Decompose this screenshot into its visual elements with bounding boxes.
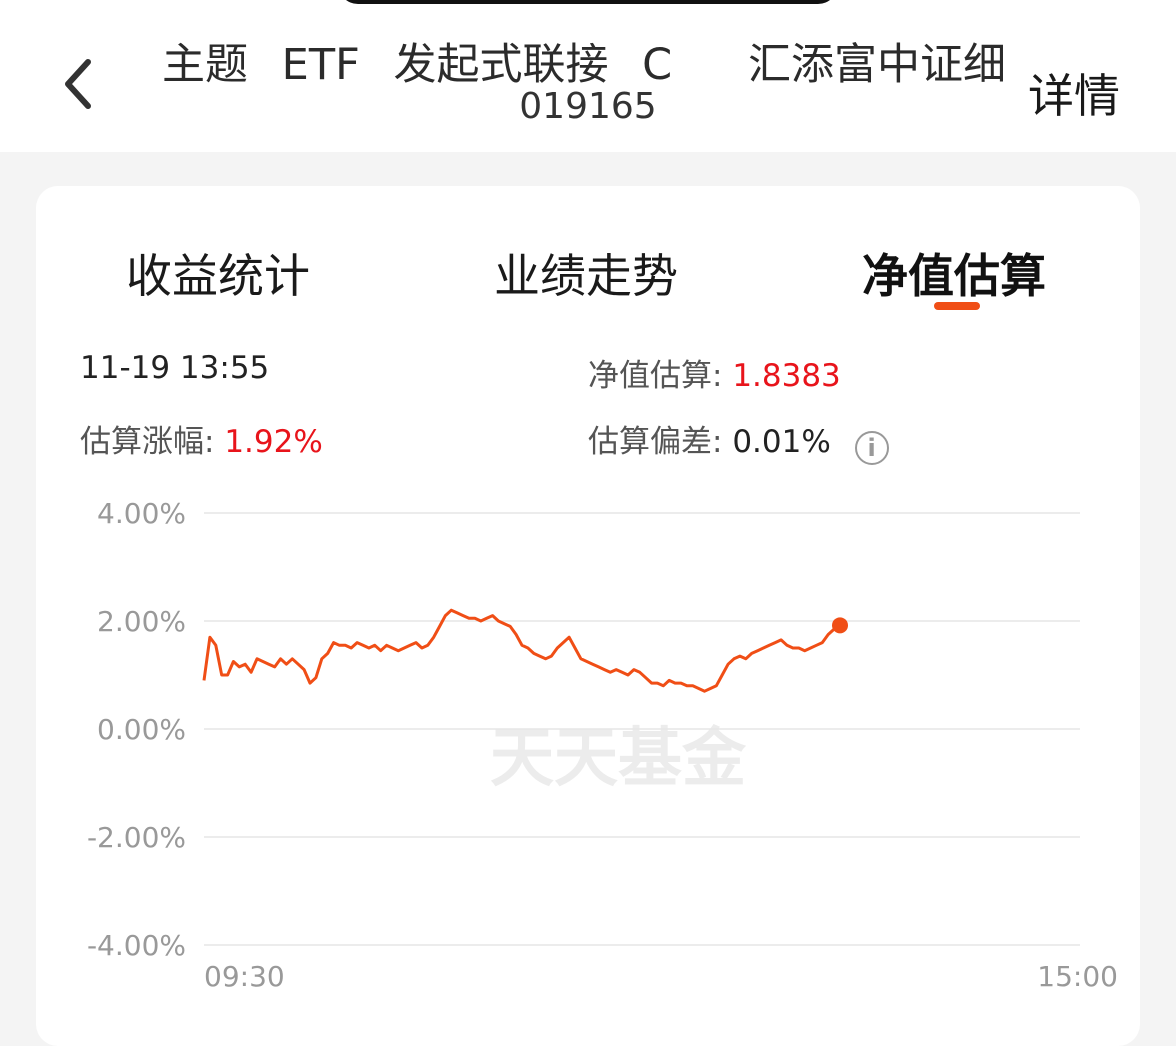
fund-title-marquee: 主题 ETF 发起式联接 C 汇添富中证细: [120, 26, 1010, 86]
series-line: [202, 608, 841, 693]
deviation-value: 0.01%: [732, 424, 831, 460]
watermark-text: 天天基金: [490, 722, 747, 796]
header-bar: 主题 ETF 发起式联接 C 汇添富中证细 019165 详情: [0, 0, 1176, 152]
x-tick-label: 15:00: [1037, 960, 1118, 993]
series-last-point: [832, 617, 848, 634]
nav-estimate-label: 净值估算:: [588, 358, 723, 394]
active-tab-indicator: [934, 302, 980, 310]
tab-return-stats[interactable]: 收益统计: [126, 249, 310, 303]
tab-performance-trend[interactable]: 业绩走势: [494, 249, 678, 303]
estimate-card: 收益统计 业绩走势 净值估算 11-19 13:55 净值估算: 1.8383 …: [36, 186, 1140, 1046]
y-tick-label: 2.00%: [97, 605, 186, 638]
change-label: 估算涨幅:: [80, 424, 215, 460]
y-tick-label: 4.00%: [97, 497, 186, 530]
deviation-label: 估算偏差:: [588, 424, 723, 460]
device-notch: [338, 0, 838, 4]
fund-code: 019165: [519, 86, 657, 127]
info-icon[interactable]: i: [854, 431, 889, 465]
tab-nav-estimate[interactable]: 净值估算: [862, 249, 1046, 303]
x-tick-label: 09:30: [204, 960, 285, 993]
chevron-left-icon[interactable]: [58, 56, 98, 112]
deviation-row: 估算偏差: 0.01% i: [588, 416, 889, 465]
intraday-estimate-chart: 天天基金 4.00% 2.00% 0.00% -2.00% -4.00% 09:30 15…: [87, 497, 1118, 993]
change-row: 估算涨幅: 1.92%: [80, 416, 323, 461]
y-tick-label: 0.00%: [97, 713, 186, 746]
change-value: 1.92%: [224, 424, 323, 460]
nav-estimate-row: 净值估算: 1.8383: [588, 350, 841, 395]
nav-estimate-value: 1.8383: [732, 358, 841, 394]
y-tick-label: -4.00%: [87, 929, 186, 962]
fund-title-part1: 主题 ETF 发起式联接 C: [162, 40, 673, 86]
fund-title-part2: 汇添富中证细: [748, 40, 1006, 86]
estimate-datetime: 11-19 13:55: [80, 350, 270, 386]
y-tick-label: -2.00%: [87, 821, 186, 854]
detail-button[interactable]: 详情: [1028, 69, 1120, 123]
